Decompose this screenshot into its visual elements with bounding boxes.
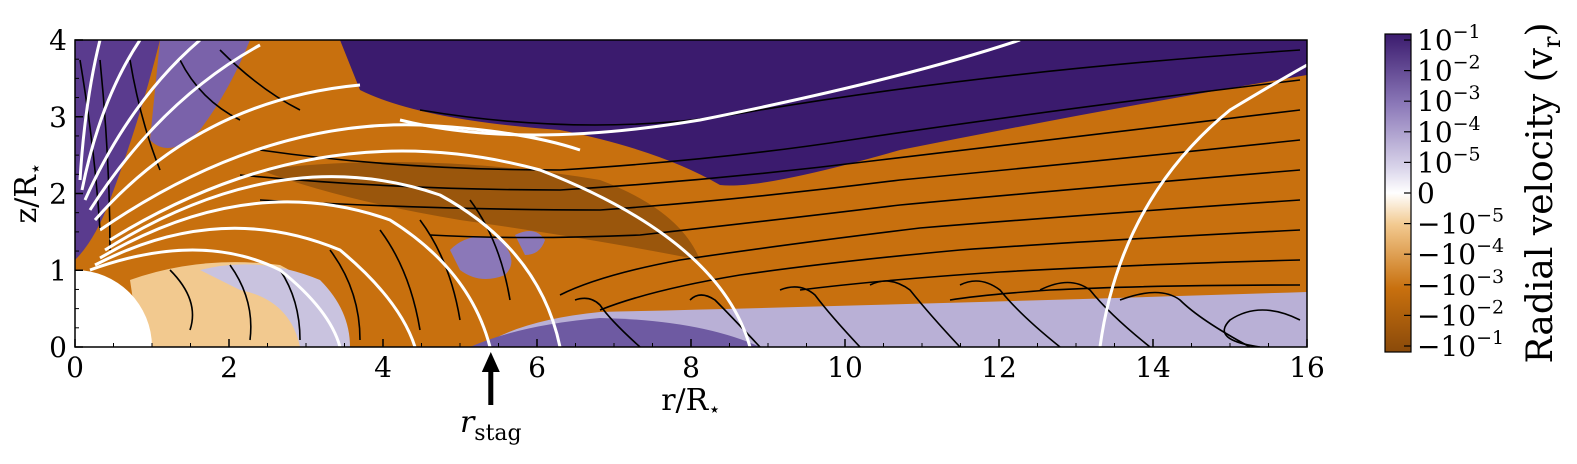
streamline	[469, 199, 511, 301]
colorbar-tick-label: 10−4	[1417, 113, 1481, 149]
streamline	[379, 229, 421, 331]
field-line	[1098, 63, 1307, 347]
velocity-streamlines	[79, 49, 1301, 347]
x-tick-label: 14	[1135, 351, 1171, 384]
colorbar-tick-label: −10−2	[1417, 296, 1504, 332]
streamline	[229, 264, 252, 341]
colorbar-tick-label: −10−1	[1417, 327, 1504, 363]
x-tick-label: 12	[981, 351, 1017, 384]
colorbar-tick-label: −10−3	[1417, 266, 1504, 302]
streamline	[779, 286, 861, 347]
field-line	[94, 226, 417, 347]
field-line	[99, 200, 492, 347]
colorbar-tick-label: 10−1	[1417, 21, 1481, 57]
x-tick-label: 2	[220, 351, 238, 384]
streamline	[429, 169, 1301, 239]
velocity-heatmap	[75, 40, 1307, 347]
field-line	[399, 40, 1021, 137]
field-line	[80, 40, 142, 191]
colorbar-tick-label: 10−5	[1417, 143, 1481, 179]
colorbar-tick-label: 10−2	[1417, 52, 1481, 88]
streamline	[559, 199, 1301, 296]
outflow-midplane-dark	[470, 318, 760, 347]
streamline	[329, 249, 361, 341]
streamline	[599, 229, 1301, 311]
colorbar-tick-label: 0	[1417, 177, 1435, 210]
colorbar-label: Radial velocity (vr)	[1520, 22, 1566, 363]
outflow-weak-disk	[200, 264, 350, 347]
streamline	[219, 49, 301, 111]
streamline	[419, 49, 1301, 126]
field-line	[83, 40, 201, 201]
star-surface	[75, 270, 152, 347]
streamline	[259, 139, 1301, 211]
streamline	[179, 59, 241, 121]
field-line	[78, 40, 102, 181]
inflow-dark-region	[260, 162, 700, 260]
field-line	[88, 43, 261, 211]
streamline	[574, 297, 641, 347]
y-tick-label: 0	[49, 331, 67, 364]
colorbar-ticks: 10−110−210−310−410−50−10−5−10−4−10−3−10−…	[1404, 21, 1504, 363]
field-line	[104, 175, 562, 347]
x-tick-label: 8	[682, 351, 700, 384]
streamline	[1119, 291, 1251, 347]
x-tick-label: 0	[66, 351, 84, 384]
streamline	[949, 284, 1301, 301]
streamline	[169, 269, 194, 331]
x-axis-ticks: 0 2 4 6 8 10 12 14 16	[66, 339, 1325, 384]
r-stag-arrowhead	[481, 352, 500, 372]
y-tick-label: 2	[49, 178, 67, 211]
y-tick-label: 3	[49, 101, 67, 134]
streamline	[259, 79, 1301, 171]
streamline	[959, 280, 1061, 347]
x-tick-label: 4	[374, 351, 392, 384]
x-tick-label: 6	[528, 351, 546, 384]
y-axis-ticks: 0 1 2 3 4	[49, 24, 83, 364]
x-tick-label: 10	[827, 351, 863, 384]
x-tick-label: 16	[1289, 351, 1325, 384]
y-tick-label: 4	[49, 24, 67, 57]
colorbar-tick-label: 10−3	[1417, 82, 1481, 118]
magnetic-field-lines	[78, 40, 1307, 347]
r-stag-annotation: rstag	[460, 352, 522, 446]
streamline	[799, 259, 1301, 291]
x-axis-label: r/R⋆	[661, 383, 721, 421]
colorbar-tick-label: −10−5	[1417, 205, 1504, 241]
outflow-polar-region	[75, 40, 160, 260]
y-tick-label: 1	[49, 254, 67, 287]
colorbar-tick-label: −10−4	[1417, 235, 1504, 271]
streamline	[869, 280, 961, 347]
field-line	[99, 123, 581, 232]
field-line	[89, 248, 342, 347]
streamline	[1223, 309, 1301, 347]
outflow-upper-region	[340, 40, 1307, 186]
streamline	[129, 59, 161, 171]
y-axis-label: z/R⋆	[9, 162, 47, 223]
r-stag-label: rstag	[460, 405, 522, 446]
streamline	[1039, 281, 1151, 347]
streamline	[279, 269, 301, 341]
field-line	[109, 149, 752, 347]
field-line	[93, 83, 361, 221]
